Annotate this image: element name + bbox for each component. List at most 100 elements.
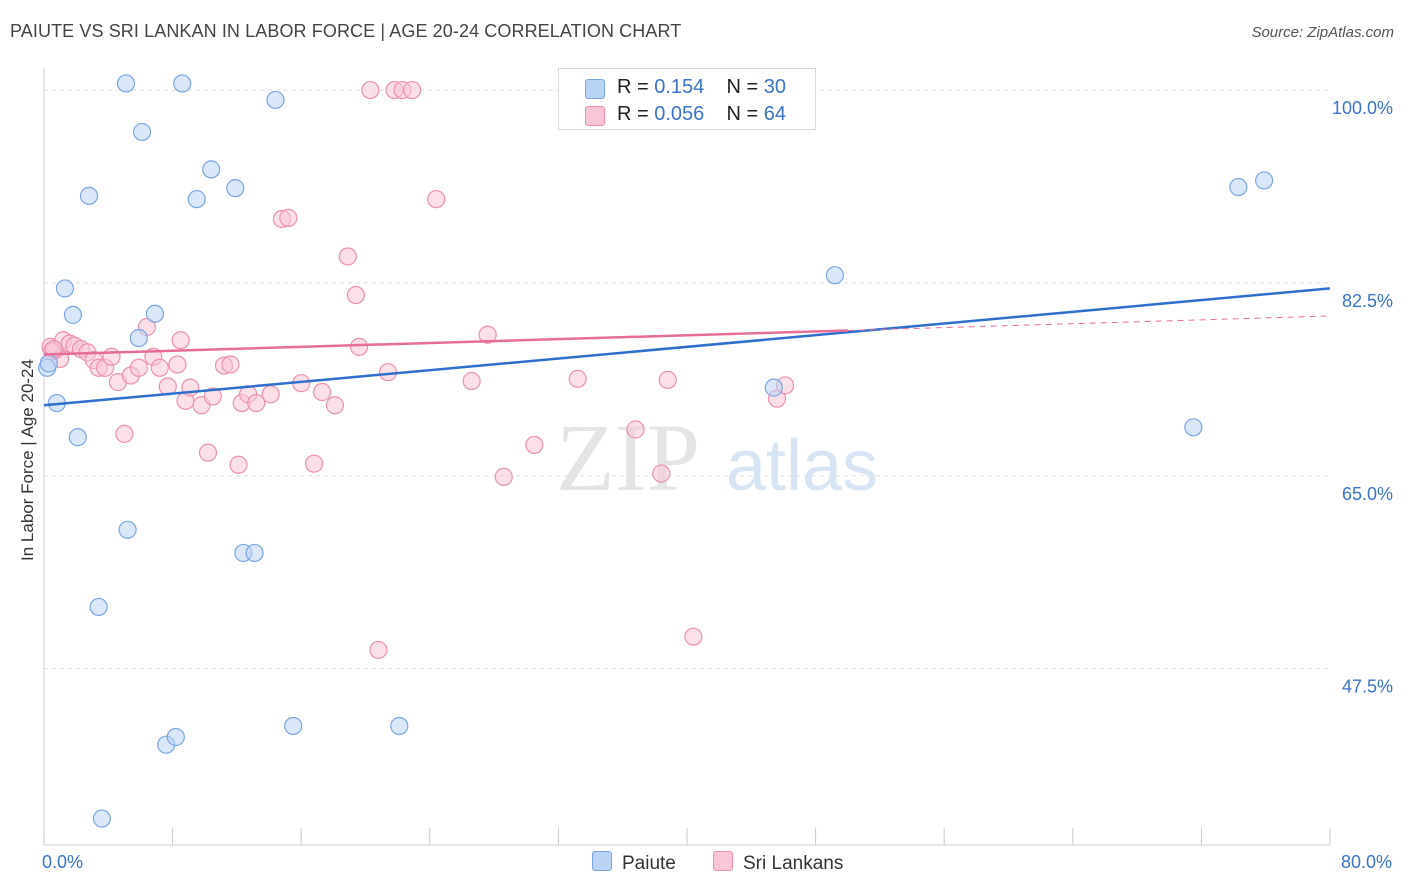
- sri-lankans-point: [115, 424, 134, 444]
- sri-lankans-point: [349, 337, 369, 356]
- sri-lankans-point: [658, 370, 677, 390]
- r-value: 0.056: [654, 103, 705, 125]
- paiute-point: [390, 716, 409, 736]
- sri-lankans-point: [652, 464, 671, 483]
- paiute-point: [1254, 171, 1274, 190]
- y-tick-label: 47.5%: [1342, 677, 1393, 697]
- n-value: 64: [763, 103, 787, 125]
- paiute-point: [1184, 418, 1203, 437]
- paiute-point: [187, 190, 206, 209]
- sri-lankans-point: [279, 208, 298, 227]
- sri-lankans-point: [312, 382, 332, 402]
- n-label: N =: [726, 76, 764, 98]
- paiute-point: [68, 428, 87, 447]
- paiute-point: [92, 809, 111, 828]
- sri-lankans-point: [304, 454, 324, 473]
- paiute-point: [173, 74, 192, 93]
- sri-lankans-point: [427, 190, 446, 209]
- paiute-point: [1229, 177, 1248, 197]
- sri-lankans-point: [403, 80, 422, 100]
- paiute-trend-line: [43, 287, 1331, 407]
- paiute-point: [63, 305, 83, 324]
- sri-lankans-trend-extension: [847, 315, 1331, 331]
- paiute-stats: R = 0.154 N = 30: [617, 76, 786, 99]
- paiute-point: [89, 597, 108, 617]
- paiute-point: [118, 520, 137, 539]
- paiute-point: [39, 354, 58, 373]
- paiute-point: [764, 378, 783, 397]
- paiute-point: [266, 90, 285, 110]
- sri-lankans-point: [102, 347, 121, 366]
- y-axis-label: In Labor Force | Age 20-24: [18, 359, 37, 561]
- y-tick-label: 100.0%: [1332, 98, 1393, 118]
- sri-lankans-stats: R = 0.056 N = 64: [617, 103, 786, 126]
- n-value: 30: [763, 76, 787, 98]
- source-label: Source: ZipAtlas.com: [1251, 24, 1394, 41]
- n-label: N =: [726, 103, 764, 125]
- sri-lankans-point: [525, 435, 544, 455]
- sri-lankans-point: [378, 363, 398, 382]
- sri-lankans-points: [41, 80, 795, 660]
- grid-lines: [44, 89, 1330, 670]
- paiute-legend-label: Paiute: [622, 853, 676, 874]
- paiute-point: [116, 74, 136, 93]
- sri-lankans-point: [229, 455, 248, 474]
- sri-lankans-point: [261, 385, 280, 404]
- bottom-legend-sri-lankans: Sri Lankans: [713, 851, 843, 875]
- sri-lankans-point: [494, 467, 513, 486]
- bottom-legend-paiute: Paiute: [592, 851, 676, 875]
- sri-lankans-point: [684, 627, 703, 646]
- watermark-atlas: atlas: [726, 426, 878, 506]
- watermark: ZIP atlas: [556, 404, 878, 511]
- sri-lankans-point: [221, 355, 240, 374]
- x-tick-label-max: 80.0%: [1340, 852, 1392, 872]
- sri-lankans-swatch: [585, 106, 605, 126]
- paiute-points: [38, 74, 1274, 828]
- paiute-point: [245, 543, 264, 563]
- watermark-zip: ZIP: [556, 404, 700, 511]
- paiute-swatch: [585, 79, 605, 99]
- y-tick-label: 65.0%: [1342, 484, 1393, 504]
- paiute-point: [166, 727, 185, 747]
- r-label: R =: [617, 76, 655, 98]
- paiute-point: [129, 328, 148, 348]
- sri-lankans-legend-label: Sri Lankans: [743, 853, 844, 874]
- sri-lankans-point: [626, 420, 645, 439]
- sri-lankans-point: [361, 80, 380, 100]
- paiute-point: [132, 122, 152, 142]
- sri-lankans-point: [247, 393, 266, 413]
- sri-lankans-trend-line: [43, 329, 848, 356]
- sri-lankans-point: [462, 371, 481, 391]
- chart-title: PAIUTE VS SRI LANKAN IN LABOR FORCE | AG…: [10, 21, 682, 41]
- sri-lankans-legend-swatch: [713, 851, 733, 871]
- x-tick-label-min: 0.0%: [42, 852, 84, 872]
- r-label: R =: [617, 103, 655, 125]
- sri-lankans-point: [325, 396, 345, 415]
- paiute-point: [226, 179, 245, 198]
- axes: [43, 68, 1331, 846]
- paiute-point: [55, 279, 74, 298]
- sri-lankans-point: [346, 285, 365, 305]
- paiute-point: [202, 160, 221, 179]
- sri-lankans-point: [129, 358, 148, 377]
- y-tick-label: 82.5%: [1342, 291, 1393, 311]
- sri-lankans-point: [338, 247, 357, 266]
- sri-lankans-point: [150, 358, 169, 377]
- sri-lankans-point: [168, 355, 187, 374]
- sri-lankans-point: [198, 443, 218, 462]
- paiute-legend-swatch: [592, 851, 612, 871]
- sri-lankans-point: [568, 369, 587, 388]
- paiute-point: [145, 304, 165, 323]
- paiute-point: [825, 266, 844, 285]
- correlation-legend: R = 0.154 N = 30 R = 0.056 N = 64: [558, 68, 816, 130]
- sri-lankans-point: [203, 387, 222, 406]
- sri-lankans-point: [369, 640, 388, 660]
- trend-lines: [43, 287, 1331, 407]
- paiute-point: [284, 716, 303, 736]
- y-tick-labels: 47.5% 65.0% 82.5% 100.0%: [1332, 98, 1393, 697]
- paiute-point: [79, 186, 99, 205]
- sri-lankans-point: [171, 331, 190, 350]
- r-value: 0.154: [654, 76, 705, 98]
- sri-lankans-point: [478, 325, 497, 344]
